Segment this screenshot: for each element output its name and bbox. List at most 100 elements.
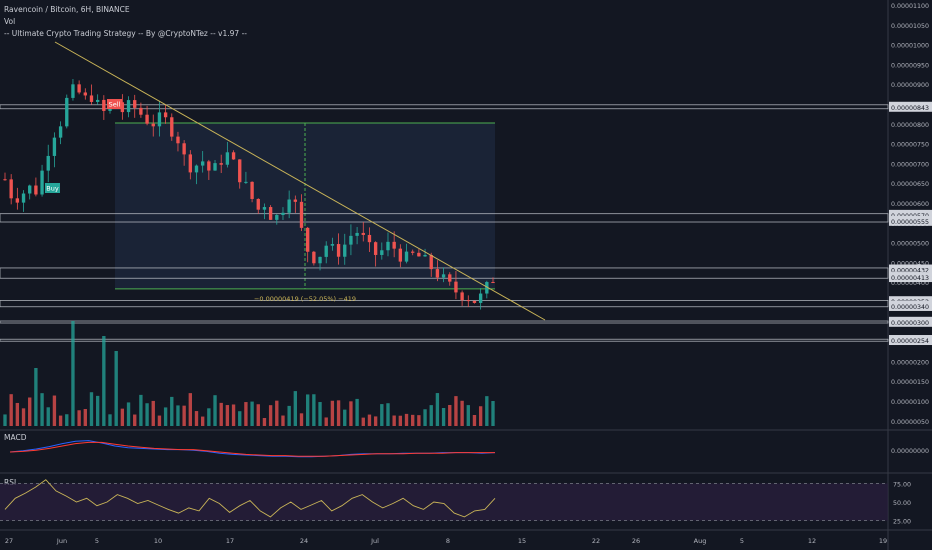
price-level-tag: 0.00000340 — [891, 304, 929, 311]
candle-body — [34, 185, 38, 195]
volume-bar — [478, 406, 483, 426]
candle-body — [299, 201, 304, 228]
volume-bar — [9, 394, 13, 426]
candle-body — [170, 117, 174, 137]
volume-bar — [145, 403, 149, 426]
volume-bar — [238, 411, 242, 426]
candle-body — [231, 152, 236, 160]
candle-body — [472, 300, 477, 303]
x-tick-label: 17 — [226, 537, 234, 545]
sell-marker — [107, 99, 122, 109]
buy-marker — [45, 183, 60, 193]
candle-body — [108, 108, 112, 111]
volume-bar — [417, 415, 421, 426]
price-level-tag: 0.00000300 — [891, 320, 929, 327]
volume-bar — [71, 321, 75, 426]
volume-bar — [244, 402, 248, 426]
candle-body — [176, 136, 180, 144]
volume-bar — [200, 416, 205, 426]
price-tick-label: 0.00000650 — [891, 181, 929, 188]
volume-bar — [15, 402, 20, 426]
x-tick-label: 8 — [446, 537, 450, 545]
candle-body — [58, 126, 63, 138]
volume-bar — [58, 415, 63, 426]
candle-body — [355, 232, 359, 236]
rsi-tick-label: 75.00 — [893, 481, 911, 488]
price-level-tag-bg — [889, 264, 932, 275]
candle-body — [262, 207, 267, 210]
volume-bar — [108, 414, 112, 426]
x-tick-label: 12 — [808, 537, 816, 545]
volume-bar — [207, 408, 211, 426]
candle-body — [207, 161, 211, 171]
price-level-tag: 0.00000413 — [891, 275, 929, 282]
candle-body — [133, 100, 137, 108]
volume-bar — [256, 404, 260, 426]
price-tick-label: 0.00000750 — [891, 142, 929, 149]
x-tick-label: 10 — [154, 537, 162, 545]
price-level-band — [0, 338, 889, 342]
macd-tick-label: 0.00000000 — [891, 448, 929, 455]
x-tick-label: Aug — [694, 537, 707, 545]
price-level-tag: 0.00000254 — [891, 338, 929, 345]
x-tick-label: 15 — [518, 537, 526, 545]
volume-bar — [330, 400, 335, 426]
volume-bar — [293, 391, 298, 426]
volume-bar — [157, 415, 162, 426]
volume-bar — [454, 396, 458, 426]
volume-bar — [343, 409, 347, 426]
price-tick-label: 0.00001000 — [891, 43, 929, 50]
volume-bar — [336, 400, 341, 426]
volume-bar — [318, 402, 322, 426]
signal-line — [9, 441, 495, 457]
volume-bar — [188, 393, 192, 426]
price-tick-label: 0.00000450 — [891, 260, 929, 267]
sell-label: Sell — [109, 101, 121, 109]
candle-body — [15, 198, 20, 203]
candle-body — [404, 251, 409, 262]
candle-body — [238, 159, 242, 183]
volume-label: Vol — [4, 17, 16, 26]
volume-bar — [250, 401, 254, 426]
candle-body — [454, 281, 458, 293]
volume-bar — [219, 402, 223, 426]
candle-body — [163, 112, 168, 118]
candle-body — [491, 282, 495, 284]
volume-bar — [95, 395, 100, 426]
volume-bar — [120, 408, 125, 426]
candle-body — [225, 152, 230, 165]
volume-bar — [268, 405, 273, 426]
volume-bar — [194, 411, 199, 426]
candle-body — [28, 185, 32, 194]
volume-bar — [52, 395, 57, 426]
candle-body — [312, 251, 316, 264]
volume-bar — [102, 336, 106, 426]
candle-body — [448, 274, 452, 282]
volume-bar — [299, 413, 304, 426]
candle-body — [182, 143, 186, 155]
x-tick-label: Jul — [370, 537, 379, 545]
candle-body — [52, 137, 57, 156]
x-tick-label: 22 — [592, 537, 600, 545]
volume-bar — [361, 417, 365, 426]
price-level-tag-bg — [889, 335, 932, 346]
price-tick-label: 0.00000900 — [891, 82, 929, 89]
candle-body — [40, 170, 44, 195]
price-level-band — [0, 267, 889, 279]
candle-body — [423, 254, 427, 257]
volume-bar — [182, 405, 186, 426]
candle-body — [460, 292, 464, 301]
strategy-label: -- Ultimate Crypto Trading Strategy -- B… — [4, 29, 247, 38]
candle-body — [244, 181, 248, 183]
volume-bar — [460, 400, 464, 426]
x-tick-label: 5 — [95, 537, 99, 545]
candle-body — [83, 92, 87, 96]
rsi-line — [4, 479, 496, 518]
volume-bar — [262, 417, 267, 426]
candle-body — [120, 102, 125, 113]
volume-bar — [367, 414, 372, 426]
volume-bar — [380, 404, 384, 426]
volume-bar — [213, 395, 217, 426]
candle-body — [126, 100, 131, 113]
